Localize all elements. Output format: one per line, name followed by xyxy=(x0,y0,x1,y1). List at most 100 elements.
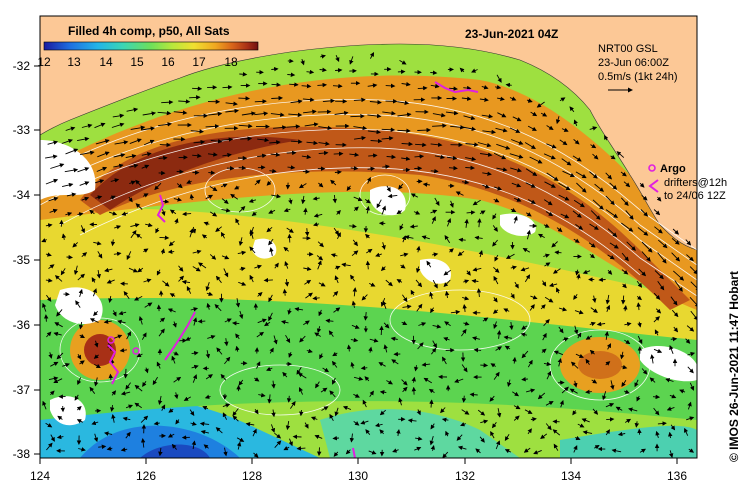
current-vector xyxy=(333,451,339,457)
current-vector xyxy=(413,365,419,372)
current-vector xyxy=(462,304,467,312)
drifter-legend-label-2: to 24/06 12Z xyxy=(664,190,726,202)
current-vector xyxy=(480,419,489,424)
current-vector xyxy=(367,83,378,88)
current-vector xyxy=(463,85,472,91)
current-vector xyxy=(523,447,531,453)
current-vector xyxy=(524,409,533,414)
current-vector xyxy=(235,298,241,308)
current-vector xyxy=(431,347,437,355)
current-vector xyxy=(604,134,609,141)
current-vector xyxy=(75,300,81,308)
current-vector xyxy=(381,127,396,132)
current-vector xyxy=(602,391,607,401)
current-vector xyxy=(349,152,360,157)
current-vector xyxy=(369,338,379,343)
current-vector xyxy=(605,172,613,180)
current-vector xyxy=(368,346,373,353)
current-vector xyxy=(73,265,79,275)
current-vector xyxy=(546,172,559,182)
current-vector xyxy=(592,153,599,160)
current-vector xyxy=(576,182,587,193)
current-vector xyxy=(654,226,663,234)
current-vector xyxy=(303,207,308,215)
current-vector xyxy=(380,266,386,272)
current-vector xyxy=(296,367,302,375)
current-vector xyxy=(89,318,99,323)
current-vector xyxy=(672,228,680,235)
current-vector xyxy=(304,279,312,285)
current-vector xyxy=(120,391,131,396)
current-vector xyxy=(577,332,582,339)
current-vector xyxy=(158,122,172,127)
current-vector xyxy=(128,267,138,273)
current-vector xyxy=(48,352,53,359)
current-vector xyxy=(503,335,512,340)
current-vector xyxy=(270,424,276,433)
current-vector xyxy=(349,223,357,229)
current-vector xyxy=(224,356,231,365)
current-vector xyxy=(396,209,402,215)
current-vector xyxy=(674,280,683,292)
current-vector xyxy=(573,139,580,145)
current-vector xyxy=(637,227,649,236)
current-vector xyxy=(446,155,458,161)
current-vector xyxy=(658,239,668,249)
current-vector xyxy=(130,229,137,239)
current-vector xyxy=(466,270,471,276)
current-vector xyxy=(510,167,522,173)
current-vector xyxy=(581,418,590,423)
y-tick-label: -33 xyxy=(13,123,31,137)
current-vector xyxy=(640,209,649,217)
current-vector xyxy=(353,376,364,381)
current-vector xyxy=(407,418,417,423)
current-vector xyxy=(650,354,655,364)
current-vector xyxy=(119,348,127,353)
current-vector xyxy=(521,350,529,359)
current-vector xyxy=(269,347,274,354)
current-vector xyxy=(430,168,439,174)
current-vector xyxy=(605,209,619,219)
current-vector xyxy=(256,331,265,338)
current-vector xyxy=(458,237,466,243)
current-vector xyxy=(78,321,84,330)
current-vector xyxy=(209,211,218,217)
current-vector xyxy=(210,139,223,144)
current-vector xyxy=(94,122,106,129)
current-vector xyxy=(238,310,244,320)
gsl-scale-label: 0.5m/s (1kt 24h) xyxy=(598,71,677,83)
current-vector xyxy=(191,226,197,234)
current-vector xyxy=(137,267,144,273)
current-vector xyxy=(594,445,600,450)
current-vector xyxy=(61,138,73,144)
current-vector xyxy=(444,290,450,298)
current-vector xyxy=(214,304,222,312)
y-tick-label: -36 xyxy=(13,318,31,332)
current-vector xyxy=(634,421,640,428)
current-vector xyxy=(440,407,446,414)
current-vector xyxy=(573,445,578,453)
current-vector xyxy=(239,72,248,77)
current-vector xyxy=(576,273,581,280)
current-vector xyxy=(316,447,322,457)
current-vector xyxy=(364,198,371,204)
current-vector xyxy=(621,269,629,275)
current-vector xyxy=(575,353,584,358)
current-vector xyxy=(465,142,479,147)
current-vector xyxy=(457,250,465,257)
current-vector xyxy=(362,399,367,408)
current-vector xyxy=(572,155,582,162)
current-vector xyxy=(134,402,142,409)
current-vector xyxy=(334,110,349,116)
current-vector xyxy=(110,195,116,200)
current-vector xyxy=(143,248,149,253)
current-vector xyxy=(509,321,514,331)
current-vector xyxy=(352,287,358,297)
current-vector xyxy=(402,386,408,393)
current-vector xyxy=(553,443,559,451)
current-vector xyxy=(329,413,334,422)
current-vector xyxy=(496,408,502,418)
current-vector xyxy=(687,366,694,374)
current-vector xyxy=(368,153,378,158)
